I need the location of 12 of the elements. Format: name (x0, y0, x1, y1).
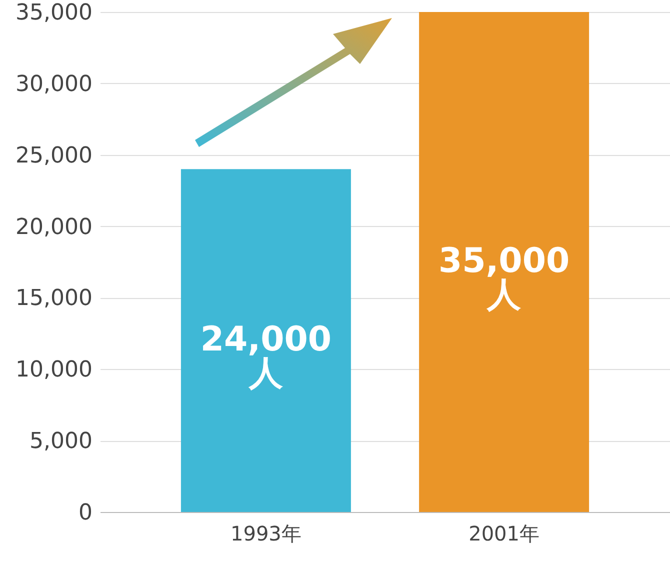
y-tick-label: 30,000 (16, 72, 92, 97)
y-tick-label: 10,000 (16, 358, 92, 383)
data-label: 35,000 人 (438, 241, 570, 315)
x-tick-label: 2001年 (468, 522, 540, 546)
y-tick-label: 0 (78, 500, 92, 526)
y-tick-label: 15,000 (16, 286, 92, 312)
y-tick-label: 25,000 (16, 143, 92, 168)
y-tick-label: 35,000 (16, 0, 92, 26)
data-label: 24,000 人 (200, 320, 332, 394)
x-tick-label: 1993年 (230, 522, 302, 546)
y-tick-label: 5,000 (30, 429, 92, 454)
y-tick-label: 20,000 (16, 214, 92, 240)
